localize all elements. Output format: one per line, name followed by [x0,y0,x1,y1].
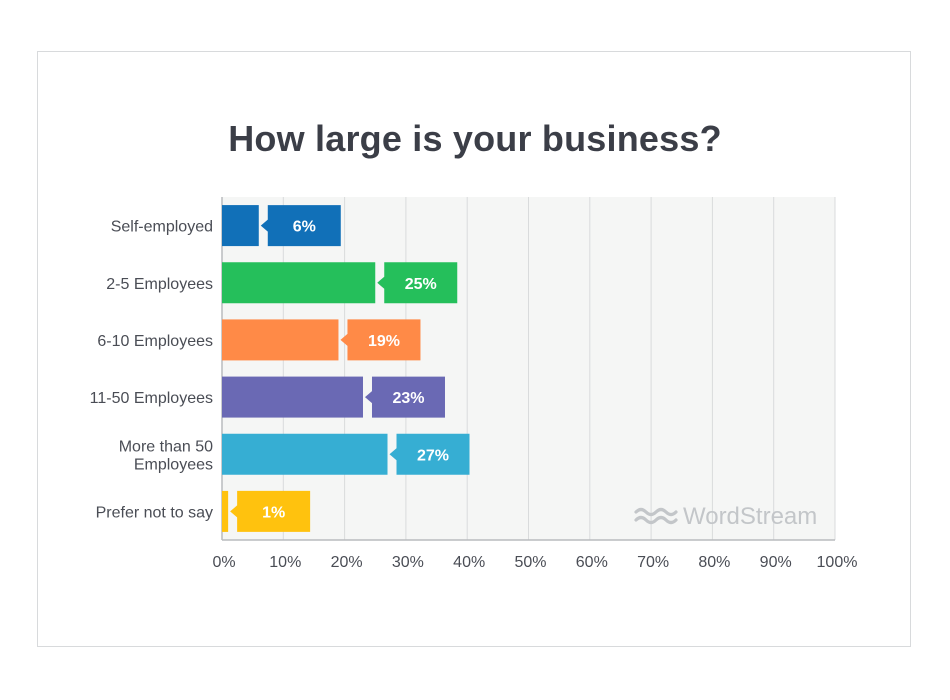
bar [222,205,259,247]
chart-title: How large is your business? [228,118,722,159]
gridlines [221,197,836,541]
category-label: Employees [134,456,213,473]
category-label: 11-50 Employees [90,390,213,407]
category-label: 6-10 Employees [97,333,213,350]
bar [222,490,229,532]
category-label: Prefer not to say [96,504,213,521]
value-label: 19% [368,333,400,350]
value-label: 1% [262,504,285,521]
x-tick-label: 40% [453,554,485,571]
value-label: 6% [293,219,316,236]
x-tick-label: 90% [760,554,792,571]
value-label-box [340,319,421,361]
x-tick-label: 80% [698,554,730,571]
value-label: 23% [392,390,424,407]
x-tick-label: 70% [637,554,669,571]
value-label-box [364,376,445,418]
value-label: 27% [417,447,449,464]
value-label: 25% [405,276,437,293]
x-tick-labels: 0% 10% 20% 30% 40% 50% 60% 70% 80% 90% 100% [212,554,857,571]
x-tick-label: 100% [817,554,858,571]
value-label-box [260,205,341,247]
brand-name: WordStream [683,503,817,530]
x-tick-label: 20% [331,554,363,571]
x-tick-label: 0% [212,554,235,571]
x-tick-label: 10% [269,554,301,571]
category-label: 2-5 Employees [106,276,213,293]
bar [222,262,376,304]
bar [222,433,388,475]
value-label-box [389,433,470,475]
value-label-box [377,262,458,304]
bar [222,376,363,418]
category-label: Self-employed [111,219,213,236]
x-tick-label: 30% [392,554,424,571]
x-tick-label: 50% [514,554,546,571]
category-labels: Self-employed 2-5 Employees 6-10 Employees… [90,219,213,522]
bar [222,319,339,361]
wave-icon [634,507,678,525]
bars: 6% 25% 19% 23% 27% 1% [222,205,470,532]
value-label-box [230,490,311,532]
category-label: More than 50 [119,438,213,455]
wordstream-logo: WordStream [634,503,817,530]
x-tick-label: 60% [576,554,608,571]
